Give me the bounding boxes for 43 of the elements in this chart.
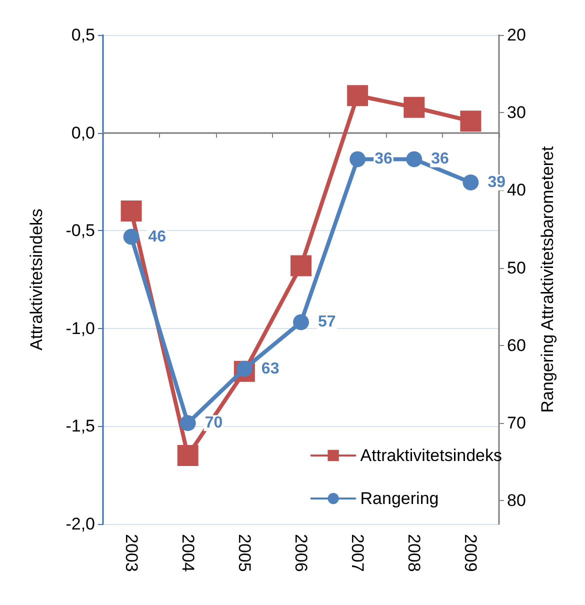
y-tick-label: -1,5 [66,416,95,436]
x-tick-label: 2008 [404,534,424,572]
y-tick-label: 0,5 [71,26,95,44]
x-tick-label: 2004 [178,534,198,572]
point [462,174,479,190]
point [293,314,309,330]
point [290,255,312,276]
data-label: 36 [374,150,392,168]
legend-label: Rangering [360,489,439,508]
x-tick-label: 2009 [461,534,480,572]
data-label: 39 [488,174,506,191]
y-tick-label: -1,0 [66,318,95,338]
point [180,415,196,432]
data-label: 46 [148,228,166,246]
x-tick-label: 2007 [348,534,368,572]
data-label: 36 [431,150,450,168]
x-tick-label: 2003 [122,534,141,572]
y2-tick-label: 40 [507,180,526,200]
point [350,151,366,168]
y2-tick-label: 50 [507,258,526,278]
y2-tick-label: 20 [507,26,526,44]
point [123,228,140,245]
y-tick-label: -0,5 [66,221,95,240]
point [406,151,422,168]
point [460,110,482,132]
y2-tick-label: 60 [507,336,526,355]
point [404,96,425,118]
y2-tick-label: 30 [507,103,526,122]
point [120,200,142,222]
data-label: 57 [318,314,336,331]
legend-label: Attraktivitetsindeks [360,446,502,465]
y-axis-title: Attraktivitetsindeks [27,208,46,350]
point [347,85,368,106]
y-tick-label: -2,0 [66,514,95,534]
y2-axis-title: Rangering Attraktivitetsbarometeret [538,146,557,413]
data-label: 70 [204,414,223,432]
y2-tick-label: 70 [507,414,526,433]
y-tick-label: 0,0 [71,123,95,142]
data-label: 63 [261,360,280,378]
y2-tick-label: 80 [507,491,526,510]
x-tick-label: 2006 [292,534,310,572]
x-tick-label: 2005 [234,534,254,572]
point [177,445,198,466]
